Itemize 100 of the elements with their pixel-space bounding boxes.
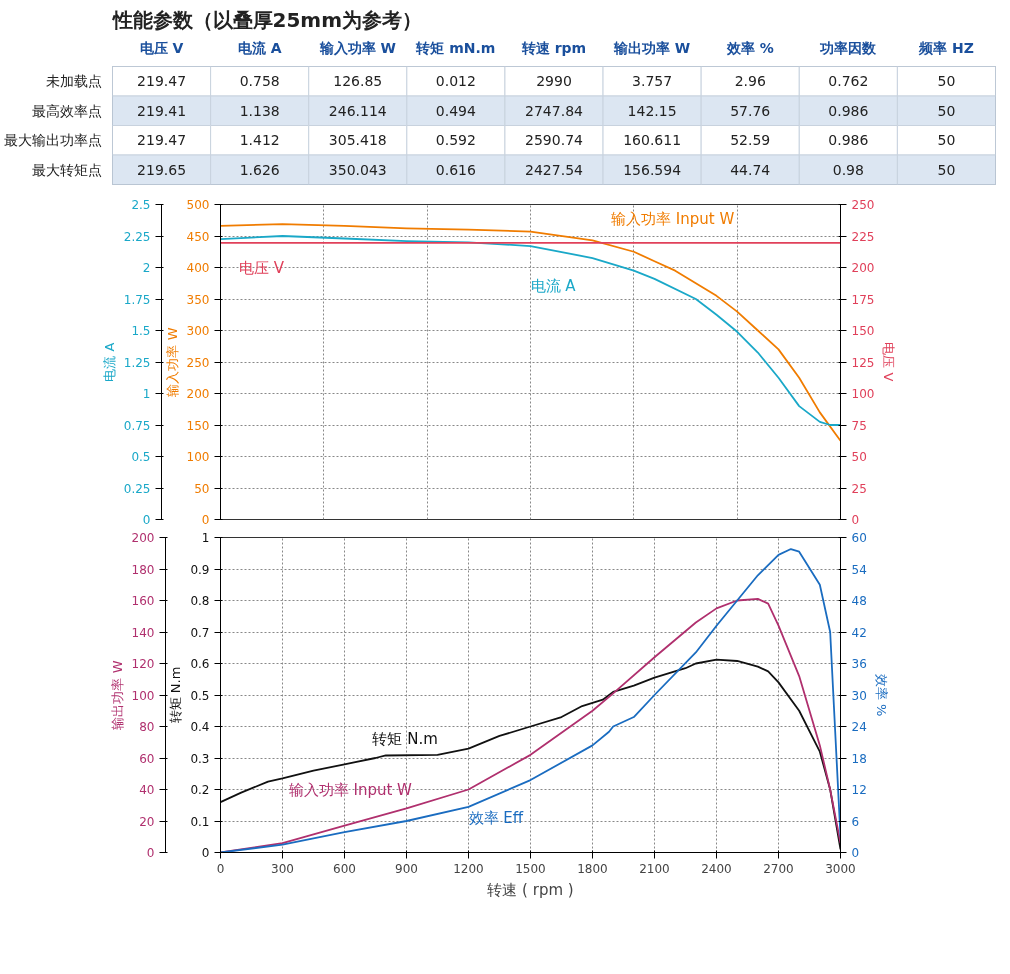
y-tick-label: 450 — [186, 229, 210, 244]
data-label: 0.616 — [435, 161, 477, 178]
y3-tick-label: 12 — [851, 783, 867, 797]
data-label: 305.418 — [328, 132, 387, 149]
y2-tick-label: 1.5 — [131, 324, 151, 338]
data-label: 0.98 — [832, 161, 864, 178]
y2-tick-label: 1.75 — [123, 292, 151, 307]
x-tick-label: 2400 — [701, 861, 732, 876]
x-tick-label: 900 — [395, 861, 418, 876]
y-tick-label: 0.4 — [190, 720, 210, 734]
data-label: 219.47 — [137, 132, 187, 149]
y3-tick-label: 48 — [851, 594, 867, 608]
y3-tick-label: 30 — [851, 688, 867, 703]
data-label: 350.043 — [328, 161, 387, 178]
data-label: 2747.84 — [525, 102, 584, 119]
x-tick-label: 1200 — [453, 861, 484, 876]
y-tick-label: 50 — [194, 481, 210, 496]
y2-tick-label: 1.25 — [123, 355, 151, 370]
y2-tick-label: 0 — [146, 846, 155, 860]
data-label: 0.494 — [435, 102, 477, 119]
data-label: 0.592 — [435, 132, 476, 149]
x-tick-label: 输出功率 W — [612, 39, 691, 56]
y-axis-title: 转矩 N.m — [168, 666, 184, 724]
data-label: 0.758 — [239, 73, 280, 90]
data-label: 44.74 — [730, 161, 771, 178]
y2-tick-label: 120 — [131, 657, 155, 671]
y2-tick-label: 0.25 — [123, 481, 151, 496]
data-label: 1.626 — [239, 161, 280, 178]
series-label: 电压 V — [239, 258, 285, 277]
y-tick-label: 0.7 — [190, 625, 210, 640]
data-label: 2590.74 — [525, 132, 584, 149]
y-tick-label: 0.3 — [190, 751, 210, 766]
data-label: 2990 — [536, 73, 572, 90]
x-tick-label: 转矩 mN.m — [415, 39, 496, 56]
series-label: 电流 A — [530, 277, 577, 296]
y3-tick-label: 200 — [851, 261, 875, 275]
series-label: 输入功率 Input W — [288, 780, 413, 799]
x-tick-label: 功率因数 — [819, 39, 878, 56]
x-tick-label: 电流 A — [237, 39, 282, 56]
y-tick-label: 1 — [201, 531, 210, 545]
data-label: 2427.54 — [525, 161, 584, 178]
y3-tick-label: 0 — [851, 846, 860, 860]
data-label: 2.96 — [734, 73, 766, 90]
y-tick-label: 350 — [186, 292, 210, 307]
y-tick-label: 0 — [201, 513, 210, 527]
y-tick-label: 0.5 — [190, 688, 210, 703]
y3-tick-label: 75 — [851, 418, 867, 433]
x-tick-label: 2700 — [763, 861, 794, 876]
y3-tick-label: 150 — [851, 324, 875, 338]
y3-tick-label: 6 — [851, 814, 860, 829]
y2-tick-label: 60 — [139, 751, 155, 766]
y2-tick-label: 140 — [131, 625, 155, 640]
y-tick-label: 0.8 — [190, 594, 210, 608]
y-tick-label: 400 — [186, 261, 210, 275]
y2-tick-label: 2 — [142, 261, 151, 275]
y2-axis-title: 输出功率 W — [109, 660, 125, 730]
chart-title: 性能参数（以叠厚25mm为参考） — [110, 7, 423, 32]
y2-tick-label: 80 — [139, 720, 155, 734]
y2-tick-label: 2.5 — [131, 198, 151, 212]
data-label: 219.47 — [137, 73, 187, 90]
y2-tick-label: 2.25 — [123, 229, 151, 244]
data-label: 219.41 — [137, 102, 187, 119]
y3-axis-title: 效率 % — [873, 673, 889, 717]
series-label: 效率 Eff — [468, 808, 524, 827]
data-label: 1.412 — [239, 132, 280, 149]
x-tick-label: 电压 V — [139, 39, 184, 56]
x-tick-label: 600 — [333, 861, 356, 876]
data-label: 160.611 — [623, 132, 682, 149]
y-tick-label: 最大输出功率点 — [3, 132, 102, 149]
y3-tick-label: 36 — [851, 657, 867, 671]
y-tick-label: 未加载点 — [45, 73, 102, 90]
data-label: 156.594 — [623, 161, 682, 178]
x-tick-label: 1500 — [515, 861, 546, 876]
series-label: 转矩 N.m — [372, 730, 438, 749]
x-tick-label: 300 — [271, 861, 294, 876]
x-tick-label: 2100 — [639, 861, 670, 876]
data-label: 0.762 — [828, 73, 869, 90]
data-label: 219.65 — [137, 161, 187, 178]
y-axis-title: 输入功率 W — [164, 327, 180, 397]
y3-tick-label: 225 — [851, 229, 875, 244]
y-tick-label: 100 — [186, 450, 210, 464]
y3-axis-title: 电压 V — [881, 342, 897, 382]
y2-axis-title: 电流 A — [101, 342, 117, 382]
y3-tick-label: 0 — [851, 513, 860, 527]
y3-tick-label: 42 — [851, 625, 867, 640]
y2-tick-label: 200 — [131, 531, 155, 545]
y-tick-label: 0 — [201, 846, 210, 860]
y3-tick-label: 125 — [851, 355, 875, 370]
y-tick-label: 300 — [186, 324, 210, 338]
y2-tick-label: 180 — [131, 562, 155, 577]
y3-tick-label: 175 — [851, 292, 875, 307]
data-label: 3.757 — [632, 73, 673, 90]
data-label: 57.76 — [730, 102, 771, 119]
series-label: 输入功率 Input W — [611, 209, 735, 228]
y2-tick-label: 0.75 — [123, 418, 151, 433]
data-label: 50 — [937, 73, 956, 90]
y3-tick-label: 25 — [851, 481, 867, 496]
y-tick-label: 0.2 — [190, 783, 210, 797]
x-tick-label: 1800 — [577, 861, 608, 876]
x-axis-title: 转速 ( rpm ) — [487, 880, 574, 899]
